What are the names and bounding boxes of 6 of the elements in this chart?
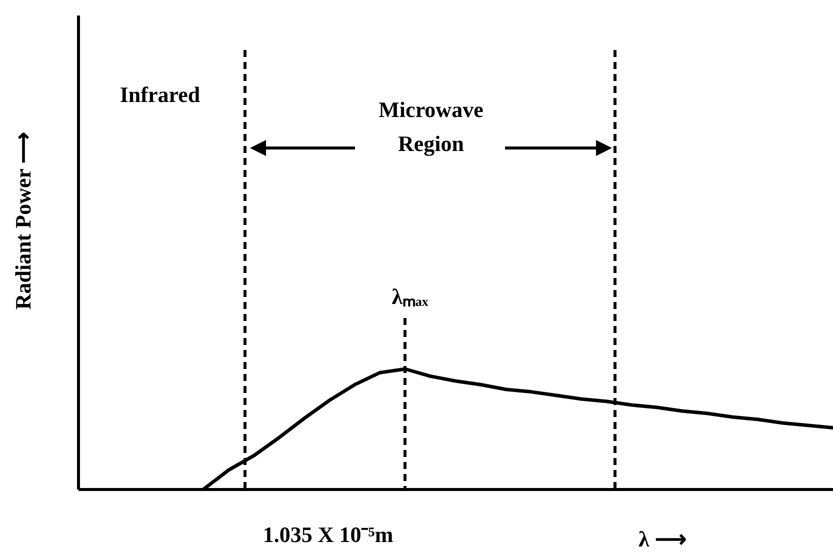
text: 1.035 X 10⁻⁵m — [262, 522, 394, 547]
text: Microwave Region — [378, 97, 484, 156]
x-axis-title: λ ⟶ — [638, 526, 687, 552]
text: λₘₐₓ — [392, 284, 429, 309]
text: Infrared — [120, 82, 200, 107]
y-axis-title: Radiant Power ⟶ — [10, 131, 36, 310]
